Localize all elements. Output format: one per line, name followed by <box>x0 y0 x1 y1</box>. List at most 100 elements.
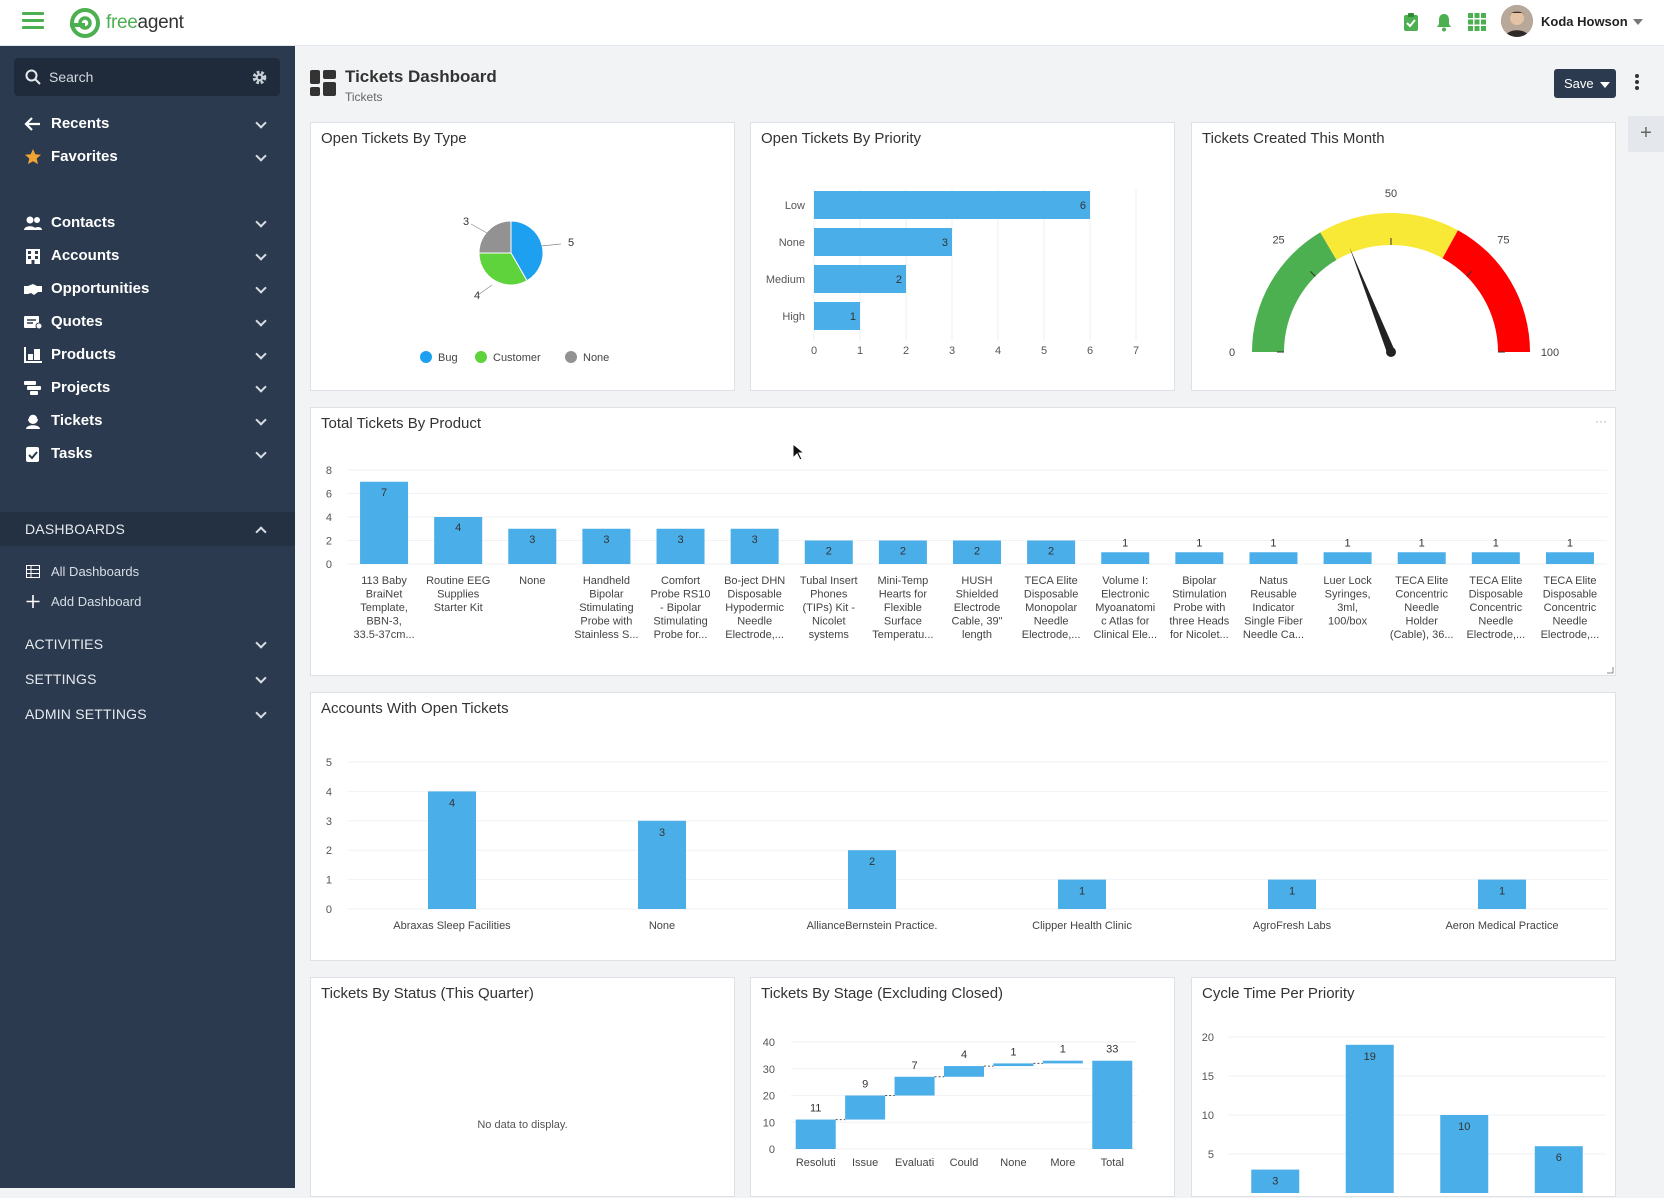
x-tick-label: Volume I: <box>1102 575 1148 587</box>
search-input[interactable]: Search <box>49 69 94 85</box>
x-tick-label: Needle <box>737 616 772 628</box>
menu-icon[interactable] <box>22 12 44 30</box>
widget-more-icon[interactable]: ··· <box>1595 414 1607 428</box>
bar-data-label: 9 <box>862 1079 868 1091</box>
bar <box>878 540 927 564</box>
x-tick-label: Temperatu... <box>872 629 933 641</box>
y-tick-label: Low <box>785 200 805 212</box>
x-tick-label: 33.5-37cm... <box>353 629 414 641</box>
page-title: Tickets Dashboard <box>345 67 497 86</box>
widget-accounts-with-open-tickets[interactable]: Accounts With Open Tickets 0 1 2 3 4 5 4 Abraxa… <box>310 692 1616 961</box>
x-tick-label: Syringes, <box>1325 589 1371 601</box>
x-tick-label: Electronic <box>1101 589 1150 601</box>
sidebar-item-opportunities[interactable]: Opportunities <box>0 272 295 306</box>
x-tick-label: Disposable <box>727 589 781 601</box>
gear-icon[interactable] <box>251 69 268 86</box>
widget-open-tickets-by-priority[interactable]: Open Tickets By Priority 0 1 2 3 4 5 6 7 6 Low 3 No… <box>750 122 1175 391</box>
save-button[interactable]: Save <box>1554 69 1616 98</box>
resize-handle-icon[interactable] <box>1607 667 1614 674</box>
widget-cycle-time-per-priority[interactable]: Cycle Time Per Priority 5 10 15 20 3 19 10 6 <box>1191 977 1616 1197</box>
widget-tickets-by-stage[interactable]: Tickets By Stage (Excluding Closed) 0 10 2… <box>750 977 1175 1197</box>
widget-title: Total Tickets By Product <box>321 415 482 432</box>
gauge-chart: 0 25 50 75 100 <box>1229 188 1559 359</box>
sidebar-item-projects[interactable]: Projects <box>0 371 295 405</box>
widget-total-tickets-by-product[interactable]: Total Tickets By Product ··· 0 2 4 6 8 7 113 B… <box>310 407 1616 676</box>
bar-data-label: 1 <box>1196 537 1202 549</box>
x-tick-label: Electrode,... <box>1022 629 1081 641</box>
y-tick-label: 3 <box>326 816 332 828</box>
sidebar-search[interactable]: Search <box>14 58 280 96</box>
tasks-icon <box>26 447 39 462</box>
freeagent-logo[interactable]: freeagent <box>68 5 184 41</box>
x-tick-label: Electrode,... <box>725 629 784 641</box>
clipboard-icon[interactable] <box>1401 12 1421 32</box>
sidebar-item-tickets[interactable]: Tickets <box>0 404 295 438</box>
legend-swatch <box>565 351 577 363</box>
sidebar-item-recents[interactable]: Recents <box>0 107 295 141</box>
user-name[interactable]: Koda Howson <box>1541 14 1628 29</box>
widget-tickets-by-status[interactable]: Tickets By Status (This Quarter) No data… <box>310 977 735 1197</box>
sidebar-item-products[interactable]: Products <box>0 338 295 372</box>
sidebar-item-favorites[interactable]: Favorites <box>0 140 295 174</box>
sidebar-section-admin-settings[interactable]: ADMIN SETTINGS <box>0 697 295 731</box>
user-avatar[interactable] <box>1501 5 1533 37</box>
chevron-down-icon <box>255 414 267 426</box>
mouse-cursor-icon <box>792 443 804 461</box>
sidebar-item-add-dashboard[interactable]: Add Dashboard <box>0 587 295 615</box>
more-options-icon[interactable] <box>1635 74 1639 92</box>
user-photo-icon <box>1501 5 1533 37</box>
sidebar-section-activities[interactable]: ACTIVITIES <box>0 627 295 661</box>
building-icon <box>26 249 40 264</box>
brand-name: freeagent <box>106 12 184 33</box>
y-tick-label: 4 <box>326 786 332 798</box>
bar-data-label: 1 <box>1499 886 1505 898</box>
gauge-needle <box>1349 246 1395 354</box>
sidebar-item-contacts[interactable]: Contacts <box>0 206 295 240</box>
bar <box>582 528 631 564</box>
legend-swatch <box>475 351 487 363</box>
widget-tickets-created-this-month[interactable]: Tickets Created This Month 0 25 50 75 100 <box>1191 122 1616 391</box>
x-tick-label: None <box>1000 1157 1026 1169</box>
x-tick-label: Abraxas Sleep Facilities <box>393 920 511 932</box>
bar-data-label: 2 <box>900 546 906 558</box>
bar <box>434 517 483 564</box>
sidebar-item-quotes[interactable]: Quotes <box>0 305 295 339</box>
bell-icon[interactable] <box>1434 12 1454 32</box>
y-tick-label: 5 <box>326 757 332 769</box>
legend-swatch <box>420 351 432 363</box>
x-tick-label: 113 Baby <box>361 575 407 587</box>
bar <box>804 540 853 564</box>
bar-data-label: 1 <box>1289 886 1295 898</box>
bar <box>1397 552 1446 564</box>
apps-grid-icon[interactable] <box>1467 12 1487 32</box>
widget-open-tickets-by-type[interactable]: Open Tickets By Type 5 4 3 Bug Customer None <box>310 122 735 391</box>
x-tick-label: Electrode,... <box>1466 629 1525 641</box>
bar-chart: 0 1 2 3 4 5 6 7 6 Low 3 None 2 Medium 1 High <box>766 189 1139 357</box>
sidebar-item-tasks[interactable]: Tasks <box>0 437 295 471</box>
gauge-needle-hub <box>1386 347 1396 357</box>
sidebar-section-settings[interactable]: SETTINGS <box>0 662 295 696</box>
sidebar-item-label: Tickets <box>51 412 103 429</box>
bar <box>1092 1060 1133 1149</box>
sidebar-item-label: Quotes <box>51 313 103 330</box>
bar-data-label: 3 <box>659 827 665 839</box>
gauge-tick-label: 0 <box>1229 347 1235 359</box>
ticket-icon <box>26 413 40 429</box>
x-tick-label: Myoanatomi <box>1095 602 1155 614</box>
bar-data-label: 1 <box>1270 537 1276 549</box>
sidebar-item-all-dashboards[interactable]: All Dashboards <box>0 557 295 585</box>
x-tick-label: 5 <box>1041 345 1047 357</box>
x-tick-label: Cable, 39" <box>952 616 1003 628</box>
save-label: Save <box>1564 76 1594 91</box>
quote-icon <box>24 316 42 330</box>
x-tick-label: Bipolar <box>1182 575 1217 587</box>
gauge-tick-label: 75 <box>1497 235 1509 247</box>
sidebar-item-accounts[interactable]: Accounts <box>0 239 295 273</box>
gauge-tick-label: 100 <box>1541 347 1559 359</box>
add-widget-button[interactable]: + <box>1628 116 1664 152</box>
y-tick-label: 30 <box>763 1064 775 1076</box>
user-menu-caret-icon[interactable] <box>1633 19 1643 25</box>
pie-slice <box>510 220 544 282</box>
widget-title: Open Tickets By Priority <box>761 130 922 147</box>
sidebar-section-dashboards[interactable]: DASHBOARDS <box>0 512 295 546</box>
